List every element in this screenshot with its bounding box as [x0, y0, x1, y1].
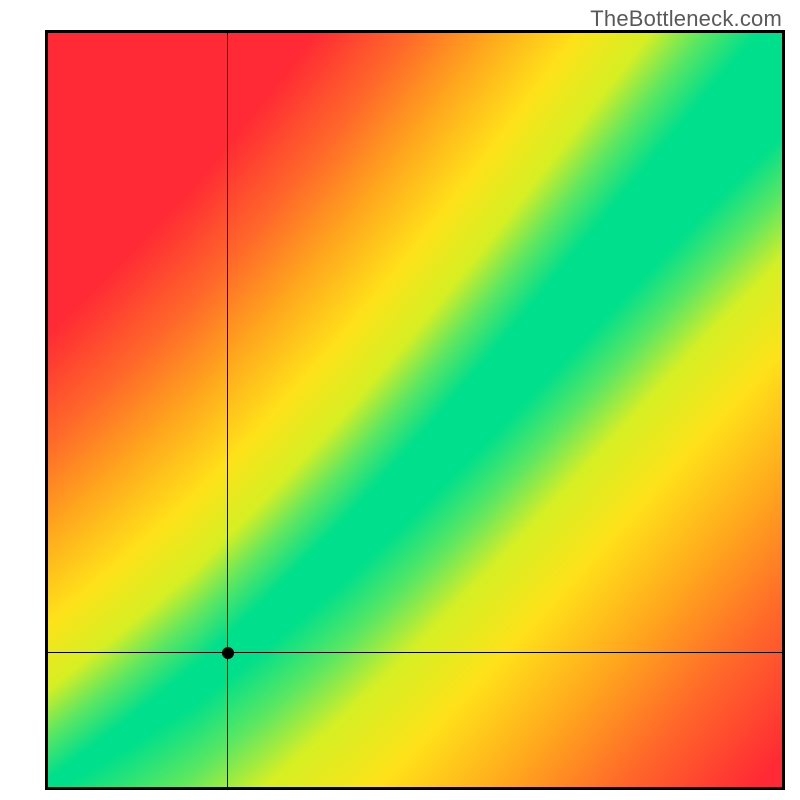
watermark-text: TheBottleneck.com: [590, 6, 782, 32]
heatmap-plot-frame: [45, 30, 785, 790]
crosshair-vertical: [227, 33, 228, 787]
heatmap-plot-inner: [48, 33, 782, 787]
heatmap-canvas: [48, 33, 782, 787]
bottleneck-marker-dot: [222, 647, 234, 659]
crosshair-horizontal: [48, 652, 782, 653]
